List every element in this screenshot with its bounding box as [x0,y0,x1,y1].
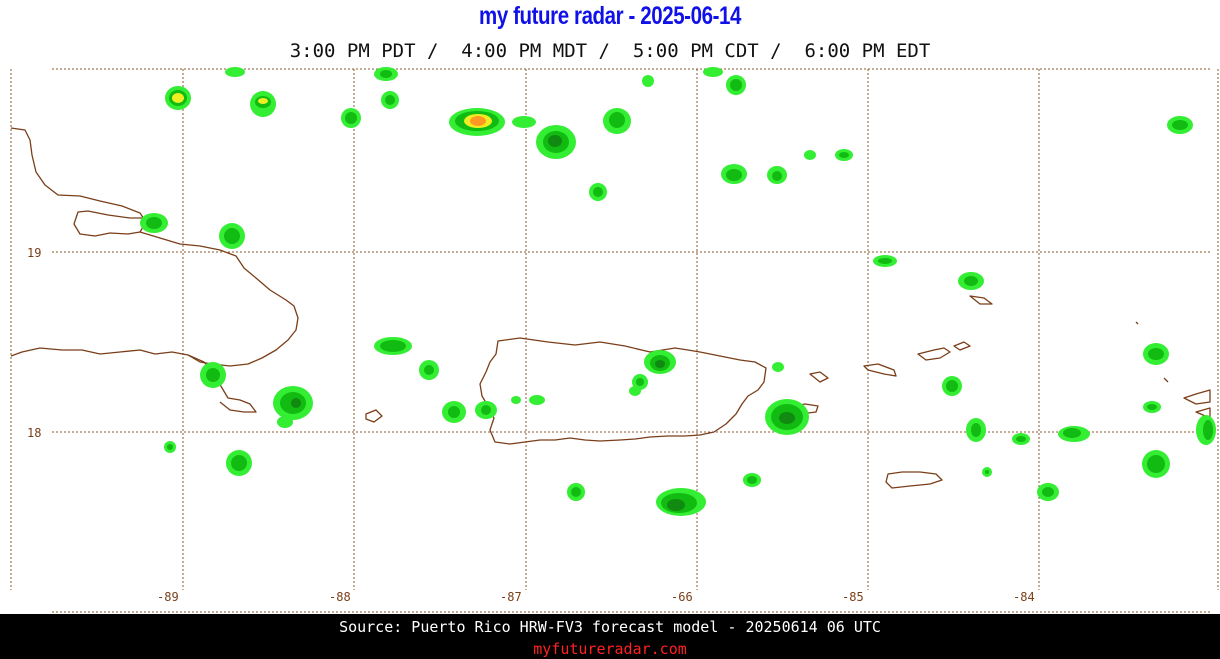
lon-label-84: -84 [1013,590,1035,604]
radar-map: 19 18 -89 -88 -87 -66 -85 -84 [10,67,1219,613]
lat-label-18: 18 [27,426,41,440]
coastline-culebra [809,371,829,383]
coastline-anguilla [969,295,993,305]
lon-label-85: -85 [842,590,864,604]
lon-label-87: -87 [500,590,522,604]
graticule [52,69,1210,590]
coastlines [10,127,1211,489]
map-frame [10,68,1219,613]
coastline-mona-island [365,409,383,423]
time-zones-line: 3:00 PM PDT / 4:00 PM MDT / 5:00 PM CDT … [289,40,931,62]
site-link[interactable]: myfutureradar.com [533,640,687,658]
footer-bar: Source: Puerto Rico HRW-FV3 forecast mod… [0,614,1220,659]
coastline-st-croix [885,471,943,489]
coastline-bvi [917,341,971,361]
lon-label-88: -88 [329,590,351,604]
coastline-hispaniola [10,127,299,367]
latitude-labels: 19 18 [27,246,41,440]
source-line: Source: Puerto Rico HRW-FV3 forecast mod… [339,618,881,636]
page-title: my future radar - 2025-06-14 [479,2,741,30]
lat-label-19: 19 [27,246,41,260]
radar-echoes [140,67,1216,516]
lon-label-66: -66 [671,590,693,604]
lon-label-89: -89 [157,590,179,604]
coastline-leeward [1135,321,1211,419]
longitude-labels: -89 -88 -87 -66 -85 -84 [157,590,1035,604]
coastline-puerto-rico [479,337,767,445]
coastline-st-thomas [863,363,897,377]
